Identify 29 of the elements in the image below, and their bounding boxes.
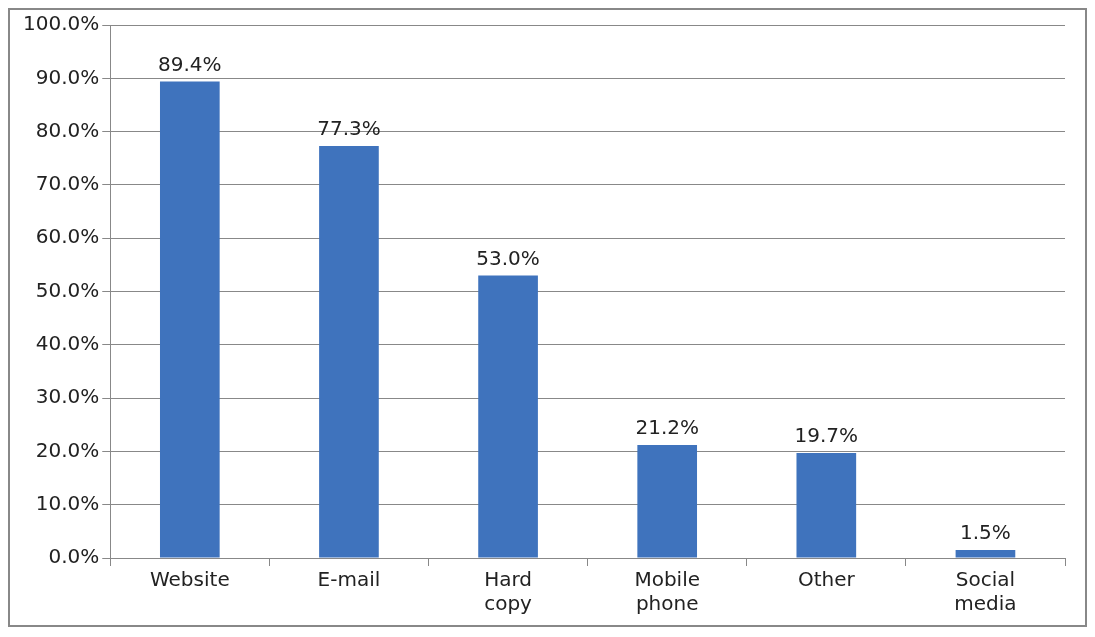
data-label: 77.3% bbox=[317, 116, 381, 141]
data-label: 53.0% bbox=[476, 245, 540, 270]
y-tick-label: 0.0% bbox=[48, 544, 100, 569]
bar bbox=[319, 145, 379, 558]
data-label: 21.2% bbox=[635, 415, 699, 440]
y-tick-label: 10.0% bbox=[35, 490, 100, 515]
data-label: 89.4% bbox=[158, 51, 222, 76]
x-tick-label: Social media bbox=[954, 567, 1017, 616]
data-label: 1.5% bbox=[960, 520, 1011, 545]
y-tick-label: 20.0% bbox=[35, 437, 100, 462]
x-tick-label: Website bbox=[149, 567, 230, 592]
y-tick-label: 40.0% bbox=[35, 331, 100, 355]
y-tick-label: 30.0% bbox=[35, 384, 100, 409]
x-tick-label: Other bbox=[797, 567, 856, 592]
y-tick-label: 60.0% bbox=[35, 224, 100, 249]
data-label: 19.7% bbox=[794, 423, 859, 448]
x-tick-label: Hard copy bbox=[484, 567, 533, 616]
x-tick-label: Mobile phone bbox=[634, 567, 700, 616]
bar bbox=[796, 453, 857, 558]
bar bbox=[159, 81, 220, 558]
bar bbox=[955, 550, 1016, 558]
y-tick-label: 100.0% bbox=[22, 11, 100, 36]
y-tick-label: 80.0% bbox=[35, 117, 100, 142]
bar bbox=[478, 275, 538, 558]
y-tick-label: 90.0% bbox=[35, 64, 100, 89]
y-tick-label: 50.0% bbox=[35, 277, 100, 302]
y-tick-label: 70.0% bbox=[35, 171, 100, 196]
bar bbox=[637, 445, 698, 558]
x-tick-label: E-mail bbox=[317, 567, 381, 592]
